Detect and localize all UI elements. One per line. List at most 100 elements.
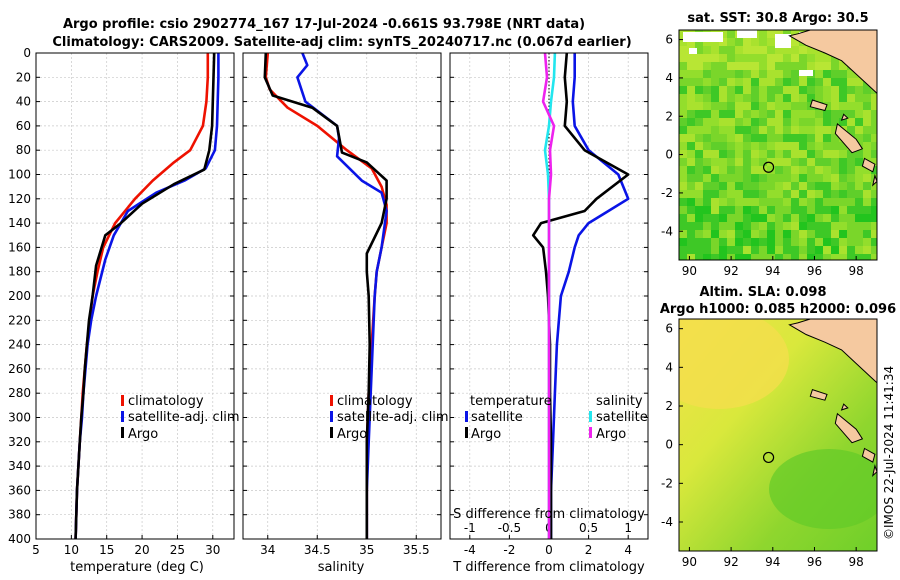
map-frame — [678, 29, 878, 261]
sst-cell — [735, 62, 743, 70]
sst-cell — [751, 142, 759, 150]
sst-cell — [727, 246, 735, 254]
sst-cell — [727, 182, 735, 190]
sst-cell — [703, 118, 711, 126]
sst-cell — [679, 182, 687, 190]
sst-cell — [751, 78, 759, 86]
sst-cell — [831, 62, 839, 70]
sst-cell — [815, 166, 823, 174]
sst-cell — [687, 166, 695, 174]
x-tick-label: 30 — [205, 543, 220, 557]
legend-label-climatology: climatology — [128, 394, 204, 409]
sst-cell — [687, 102, 695, 110]
legend-label-s-satellite: satellite — [596, 410, 648, 425]
legend-swatch-argo — [330, 427, 333, 438]
sst-cell — [807, 118, 815, 126]
y-tick-label: 0 — [23, 46, 31, 60]
lat-tick-label: -4 — [661, 224, 673, 238]
sst-cell — [823, 166, 831, 174]
sst-cell — [791, 158, 799, 166]
sst-cell — [679, 230, 687, 238]
sst-cell — [815, 118, 823, 126]
sst-cell — [855, 230, 863, 238]
sst-cell — [855, 94, 863, 102]
sst-cell — [711, 150, 719, 158]
sst-cell — [735, 198, 743, 206]
sst-cell — [743, 166, 751, 174]
imos-watermark: ©IMOS 22-Jul-2024 11:41:34 — [882, 366, 896, 540]
sst-cell — [743, 214, 751, 222]
sst-cell — [839, 94, 847, 102]
sst-cell — [735, 134, 743, 142]
y-tick-label: 380 — [8, 508, 31, 522]
sst-cell — [871, 150, 877, 158]
sst-cell — [815, 86, 823, 94]
sst-cell — [799, 118, 807, 126]
sst-cell — [711, 174, 719, 182]
sst-cell — [751, 150, 759, 158]
sst-cell — [727, 214, 735, 222]
sst-cell — [831, 70, 839, 78]
sst-cell — [711, 198, 719, 206]
sst-cell — [759, 238, 767, 246]
sst-cell — [679, 166, 687, 174]
sst-cell — [871, 142, 877, 150]
sst-cell — [695, 102, 703, 110]
sst-cell — [743, 70, 751, 78]
sst-cell — [719, 198, 727, 206]
sst-cell — [799, 222, 807, 230]
x-tick-label: 15 — [99, 543, 114, 557]
sst-cell — [727, 38, 735, 46]
sst-cell — [751, 86, 759, 94]
sst-cell — [815, 78, 823, 86]
sst-cell — [759, 46, 767, 54]
sst-cell — [767, 126, 775, 134]
sst-cell — [751, 70, 759, 78]
sst-cell — [807, 46, 815, 54]
sla-map-title: Altim. SLA: 0.098 — [700, 285, 827, 300]
sst-cell — [847, 110, 855, 118]
sst-cell — [743, 94, 751, 102]
sst-cell — [687, 222, 695, 230]
sst-cell — [799, 166, 807, 174]
sst-cell — [719, 174, 727, 182]
sst-cell — [695, 222, 703, 230]
y-tick-label: 160 — [8, 240, 31, 254]
sst-cell — [775, 190, 783, 198]
sst-cell — [735, 102, 743, 110]
y-tick-label: 240 — [8, 338, 31, 352]
sst-cell — [775, 78, 783, 86]
panel-frame — [35, 52, 235, 540]
sst-cell — [799, 126, 807, 134]
sst-cell — [855, 158, 863, 166]
legend-label-satellite: satellite-adj. clim — [337, 410, 449, 425]
sst-cell — [759, 150, 767, 158]
sst-cell — [687, 110, 695, 118]
sst-cell — [807, 190, 815, 198]
sst-cell — [695, 126, 703, 134]
sst-cell — [855, 190, 863, 198]
sst-cell — [775, 174, 783, 182]
sst-cell — [807, 110, 815, 118]
sst-cell — [727, 230, 735, 238]
sst-cell — [719, 118, 727, 126]
sst-cell — [815, 54, 823, 62]
sst-cell — [687, 78, 695, 86]
sla-map-field — [679, 319, 877, 551]
x-tick-label: 0 — [545, 543, 553, 557]
sst-cell — [727, 158, 735, 166]
sst-cell — [719, 182, 727, 190]
sst-cell — [775, 222, 783, 230]
sst-cell — [847, 118, 855, 126]
sst-cell — [679, 118, 687, 126]
sst-cell — [687, 118, 695, 126]
legend-label-t-satellite: satellite — [471, 410, 523, 425]
sst-cell — [799, 238, 807, 246]
sst-cell — [799, 142, 807, 150]
sst-cell — [743, 246, 751, 254]
sumatra-land — [788, 30, 877, 94]
sst-cell — [823, 86, 831, 94]
sst-cell — [751, 230, 759, 238]
sst-cell — [775, 134, 783, 142]
sst-cell — [759, 198, 767, 206]
